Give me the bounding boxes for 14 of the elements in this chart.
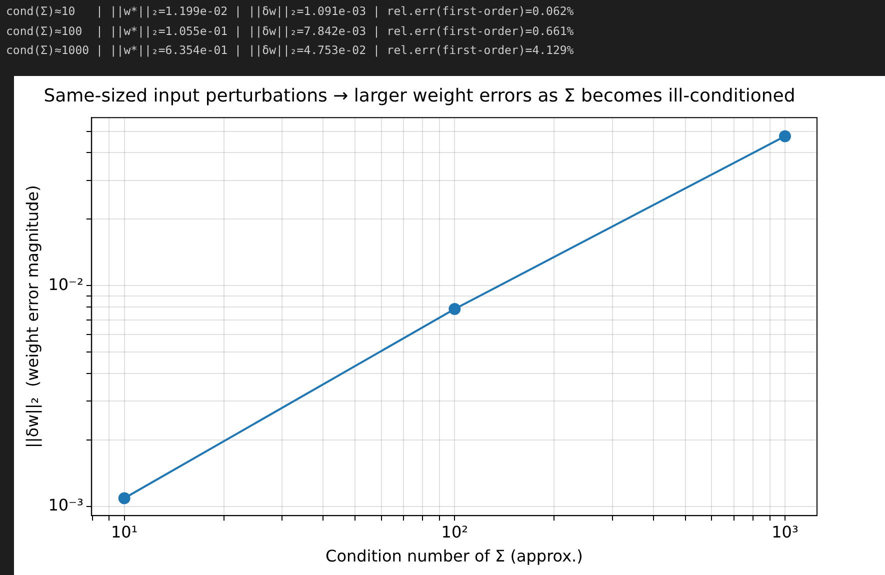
x-axis-title: Condition number of Σ (approx.) [326, 546, 583, 566]
y-tick-label: 10⁻³ [48, 496, 84, 515]
x-tick-label: 10² [441, 522, 468, 542]
point [778, 130, 791, 142]
y-axis-title: ||δw||₂ (weight error magnitude) [22, 185, 42, 448]
text: cond(Σ)≈1000 | ||w*||₂=6.354e-01 | ||δw||₂=4.753e-02 | rel.err(first-order)=4.129% [6, 42, 575, 59]
y-tick-label: 10⁻² [48, 274, 84, 294]
point [118, 492, 130, 504]
text: cond(Σ)≈100 | ||w*||₂=1.055e-01 | ||δw||₂=7.842e-03 | rel.err(first-order)=0.661% [6, 22, 575, 40]
chart-title: Same-sized input perturbations → larger weight errors as Σ becomes ill-conditioned [44, 85, 796, 106]
x-tick-label: 10³ [772, 522, 798, 542]
text: cond(Σ)≈10 | ||w*||₂=1.199e-02 | ||δw||₂=1.091e-03 | rel.err(first-order)=0.062% [6, 3, 575, 20]
x-tick-label: 10¹ [110, 522, 138, 542]
point [448, 303, 461, 316]
